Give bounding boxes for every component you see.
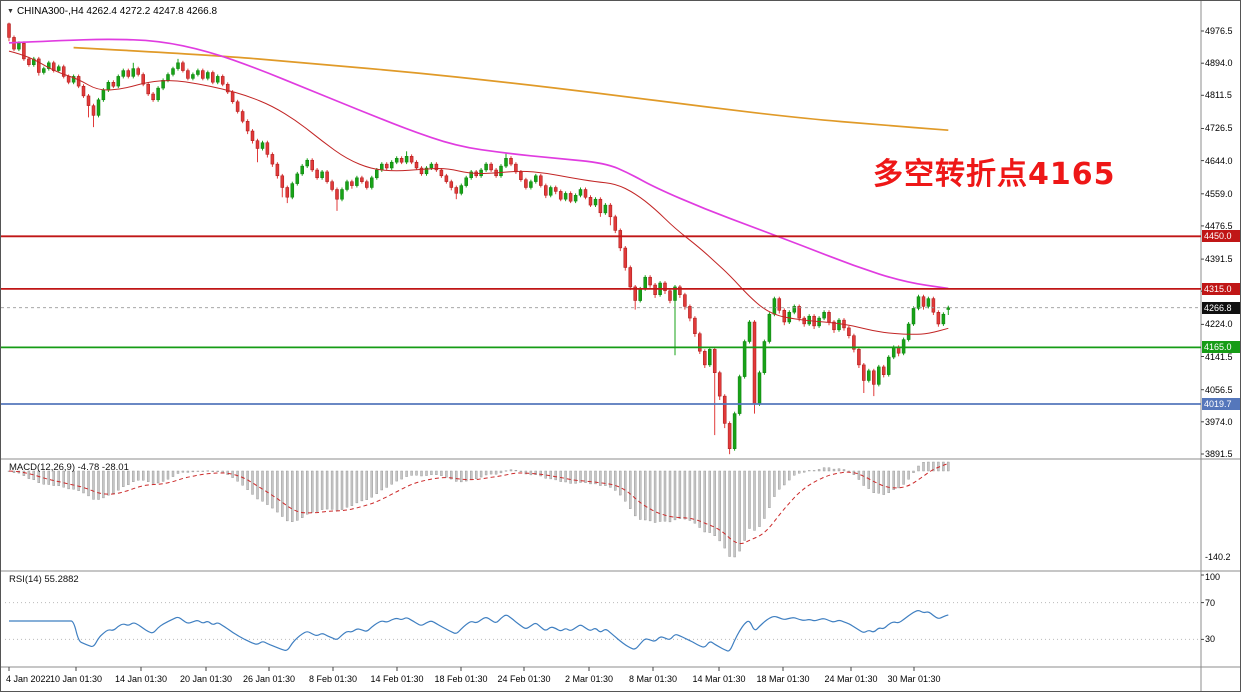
time-axis-label: 4 Jan 2022 (6, 674, 51, 684)
price-axis[interactable]: 4976.5 4894.0 4811.5 4726.5 4644.0 4559.0 4476… (1201, 1, 1240, 667)
price-axis-tick-label: 4391.5 (1205, 254, 1233, 265)
time-axis-label: 14 Jan 01:30 (114, 674, 168, 684)
dropdown-arrow-icon: ▼ (7, 8, 14, 15)
price-axis-tick-label: 3974.0 (1205, 416, 1233, 427)
macd-axis-min-label: -140.2 (1205, 552, 1231, 562)
time-axis-label: 8 Feb 01:30 (308, 674, 358, 684)
rsi-indicator-label: RSI(14) 55.2882 (9, 574, 79, 585)
chart-title-text: CHINA300-,H4 4262.4 4272.2 4247.8 4266.8 (16, 6, 218, 17)
rsi-axis-tick-label: 30 (1205, 634, 1216, 645)
level-price-tag[interactable]: 4019.7 (1202, 398, 1240, 411)
time-axis-label: 2 Mar 01:30 (564, 674, 614, 684)
time-axis-label: 26 Jan 01:30 (242, 674, 296, 684)
time-axis-label: 30 Mar 01:30 (887, 674, 941, 684)
rsi-axis-tick-label: 100 (1205, 572, 1221, 582)
price-axis-tick-label: 4644.0 (1205, 155, 1233, 166)
price-axis-tick-label: 4056.5 (1205, 384, 1233, 395)
rsi-axis-tick-label: 70 (1205, 597, 1216, 608)
price-axis-tick-label: 4726.5 (1205, 123, 1233, 134)
time-axis[interactable]: 4 Jan 2022 10 Jan 01:30 14 Jan 01:30 20 Jan… (1, 667, 1240, 691)
price-axis-tick-label: 4476.5 (1205, 220, 1233, 231)
time-axis-label: 24 Feb 01:30 (497, 674, 551, 684)
time-axis-label: 18 Feb 01:30 (434, 674, 488, 684)
level-price-tag[interactable]: 4315.0 (1202, 282, 1240, 295)
level-price-tag[interactable]: 4450.0 (1202, 230, 1240, 243)
price-axis-tick-label: 4976.5 (1205, 26, 1233, 36)
time-axis-label: 24 Mar 01:30 (824, 674, 878, 684)
price-axis-tick-label: 4224.0 (1205, 319, 1233, 330)
price-axis-tick-label: 3891.5 (1205, 449, 1233, 459)
time-axis-label: 10 Jan 01:30 (49, 674, 103, 684)
current-price-tag[interactable]: 4266.8 (1202, 301, 1240, 314)
price-axis-tick-label: 4811.5 (1205, 90, 1232, 101)
time-axis-label: 20 Jan 01:30 (179, 674, 233, 684)
time-axis-label: 8 Mar 01:30 (628, 674, 678, 684)
time-axis-label: 14 Feb 01:30 (370, 674, 424, 684)
macd-indicator-label: MACD(12,26,9) -4.78 -28.01 (9, 462, 129, 473)
time-axis-label: 18 Mar 01:30 (756, 674, 810, 684)
price-axis-tick-label: 4894.0 (1205, 58, 1233, 69)
chart-annotation-text[interactable]: 多空转折点4165 (873, 157, 1116, 192)
price-axis-tick-label: 4141.5 (1205, 351, 1233, 362)
level-price-tag[interactable]: 4165.0 (1202, 341, 1240, 354)
chart-title: ▼ CHINA300-,H4 4262.4 4272.2 4247.8 4266.… (7, 6, 217, 17)
price-axis-tick-label: 4559.0 (1205, 188, 1233, 199)
time-axis-label: 14 Mar 01:30 (692, 674, 746, 684)
